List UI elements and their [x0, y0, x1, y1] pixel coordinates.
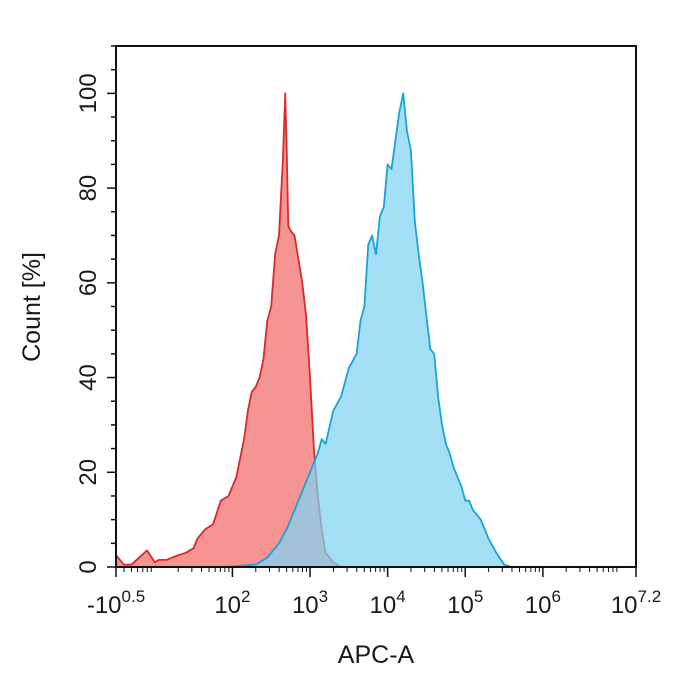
x-tick-label: 106 [525, 587, 561, 619]
y-tick-label: 40 [75, 364, 102, 391]
x-axis-title: APC-A [338, 641, 415, 669]
y-axis-title: Count [%] [18, 252, 46, 362]
x-tick-label: 107.2 [611, 587, 661, 619]
series-layer [115, 92, 513, 568]
y-tick-label: 20 [75, 459, 102, 486]
series-2-outline [224, 92, 513, 568]
series-1-area [116, 93, 342, 568]
series-1-outline [115, 92, 342, 568]
y-tick-label: 60 [75, 269, 102, 296]
y-tick-label: 0 [75, 560, 102, 573]
x-tick-label: 105 [447, 587, 483, 619]
tick-layer: 0 20 40 60 80 100 -100.5 102 103 104 105 106 107.2 [75, 45, 661, 619]
x-tick-label: 104 [370, 587, 406, 619]
x-tick-label: 102 [214, 587, 250, 619]
series-2-area [224, 93, 512, 568]
y-tick-label: 80 [75, 175, 102, 202]
x-tick-label: -100.5 [87, 587, 145, 619]
x-tick-label: 103 [292, 587, 328, 619]
y-tick-label: 100 [75, 73, 102, 113]
